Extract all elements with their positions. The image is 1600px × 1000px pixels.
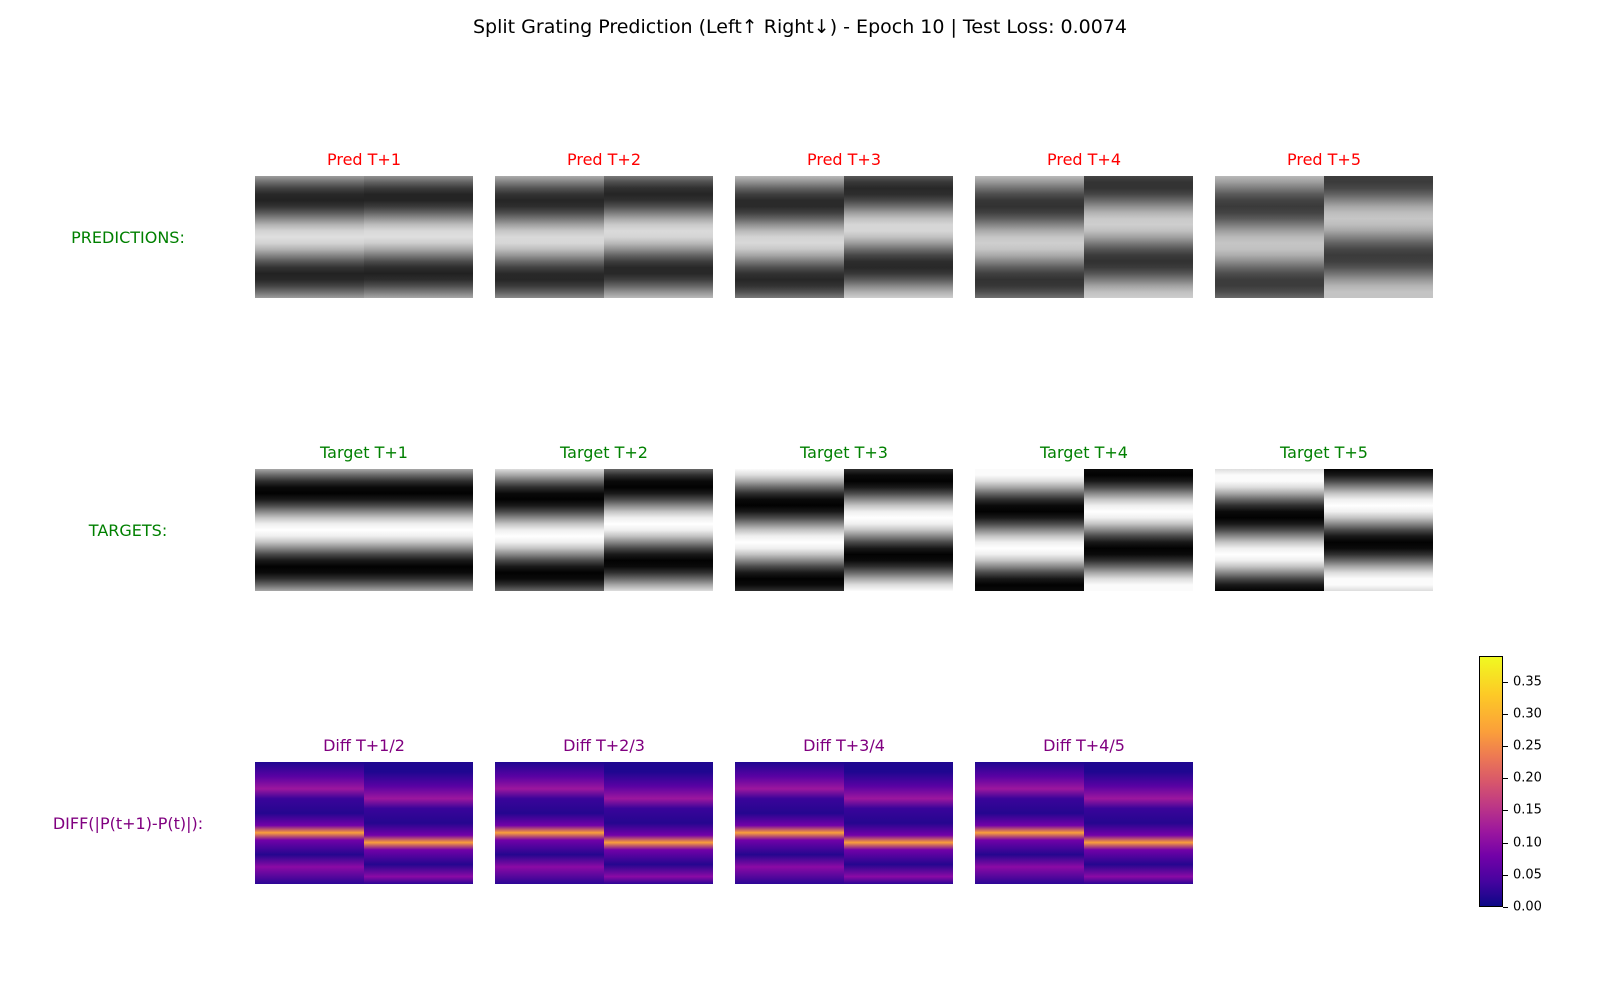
diff-panel-right-half <box>844 762 953 884</box>
colorbar-tick-label: 0.30 <box>1513 706 1542 722</box>
colorbar-tick-label: 0.20 <box>1513 770 1542 786</box>
diff-panel-left-half <box>255 762 364 884</box>
colorbar-tick-mark <box>1503 713 1508 715</box>
pred-panel <box>1215 176 1433 298</box>
pred-title: Pred T+5 <box>1286 150 1362 169</box>
colorbar-tick-mark <box>1503 874 1508 876</box>
diff-panel-right-half <box>604 762 713 884</box>
target-panel-left-half <box>255 469 364 591</box>
target-panel <box>975 469 1193 591</box>
target-panel <box>495 469 713 591</box>
colorbar-tick-label: 0.10 <box>1513 835 1542 851</box>
target-panel <box>735 469 953 591</box>
colorbar-tick-mark <box>1503 810 1508 812</box>
target-title: Target T+2 <box>560 443 648 462</box>
diff-panel-left-half <box>735 762 844 884</box>
pred-panel-left-half <box>975 176 1084 298</box>
pred-title: Pred T+3 <box>806 150 882 169</box>
target-title: Target T+5 <box>1280 443 1368 462</box>
pred-panel-left-half <box>1215 176 1324 298</box>
diff-panel-left-half <box>975 762 1084 884</box>
colorbar-tick-label: 0.05 <box>1513 867 1542 883</box>
target-panel <box>255 469 473 591</box>
pred-panel-right-half <box>604 176 713 298</box>
colorbar-tick-mark <box>1503 907 1508 908</box>
diff-panel-left-half <box>495 762 604 884</box>
colorbar-tick-mark <box>1503 778 1508 780</box>
diff-title: Diff T+4/5 <box>1043 736 1125 755</box>
diff-panel <box>735 762 953 884</box>
target-panel-right-half <box>1324 469 1433 591</box>
pred-panel <box>255 176 473 298</box>
target-panel <box>1215 469 1433 591</box>
pred-panel <box>735 176 953 298</box>
colorbar-tick-label: 0.25 <box>1513 738 1542 754</box>
target-panel-left-half <box>495 469 604 591</box>
pred-panel-right-half <box>844 176 953 298</box>
pred-panel-right-half <box>364 176 473 298</box>
pred-panel <box>975 176 1193 298</box>
pred-panel-left-half <box>735 176 844 298</box>
row-label-predictions: PREDICTIONS: <box>71 228 185 247</box>
colorbar-tick-mark <box>1503 842 1508 844</box>
colorbar-tick-label: 0.00 <box>1513 899 1542 915</box>
target-title: Target T+1 <box>320 443 408 462</box>
diff-panel <box>255 762 473 884</box>
target-panel-left-half <box>975 469 1084 591</box>
colorbar-tick-mark <box>1503 681 1508 683</box>
pred-panel <box>495 176 713 298</box>
diff-panel-right-half <box>1084 762 1193 884</box>
target-panel-right-half <box>364 469 473 591</box>
pred-panel-left-half <box>255 176 364 298</box>
target-panel-left-half <box>1215 469 1324 591</box>
pred-panel-right-half <box>1084 176 1193 298</box>
diff-title: Diff T+1/2 <box>323 736 405 755</box>
target-panel-right-half <box>1084 469 1193 591</box>
target-title: Target T+4 <box>1040 443 1128 462</box>
target-panel-left-half <box>735 469 844 591</box>
diff-panel-right-half <box>364 762 473 884</box>
pred-panel-left-half <box>495 176 604 298</box>
colorbar-tick-label: 0.35 <box>1513 674 1542 690</box>
row-label-diff: DIFF(|P(t+1)-P(t)|): <box>52 814 204 833</box>
pred-title: Pred T+2 <box>566 150 642 169</box>
diff-title: Diff T+3/4 <box>803 736 885 755</box>
diff-title: Diff T+2/3 <box>563 736 645 755</box>
pred-title: Pred T+1 <box>326 150 402 169</box>
target-title: Target T+3 <box>800 443 888 462</box>
colorbar-tick-mark <box>1503 746 1508 748</box>
figure-title: Split Grating Prediction (Left↑ Right↓) … <box>473 16 1127 38</box>
colorbar-tick-label: 0.15 <box>1513 802 1542 818</box>
diff-panel <box>975 762 1193 884</box>
pred-title: Pred T+4 <box>1046 150 1122 169</box>
target-panel-right-half <box>604 469 713 591</box>
row-label-targets: TARGETS: <box>88 521 168 540</box>
diff-panel <box>495 762 713 884</box>
colorbar <box>1479 656 1503 907</box>
target-panel-right-half <box>844 469 953 591</box>
pred-panel-right-half <box>1324 176 1433 298</box>
